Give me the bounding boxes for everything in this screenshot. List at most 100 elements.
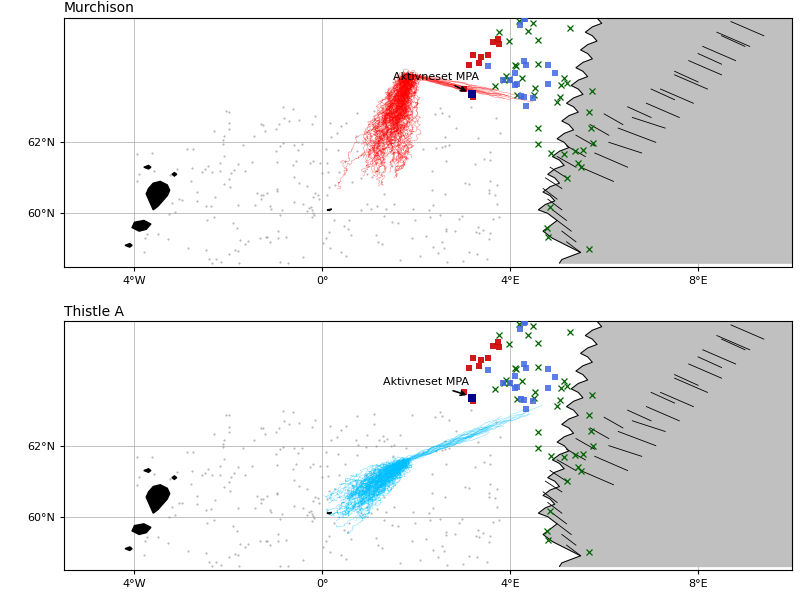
Point — [290, 459, 303, 469]
Point — [274, 141, 286, 151]
Point — [493, 212, 506, 222]
Point — [163, 170, 176, 180]
Point — [270, 490, 283, 499]
Point — [478, 457, 490, 467]
Point — [228, 165, 241, 175]
Point — [323, 227, 336, 237]
Point — [330, 128, 343, 138]
Point — [239, 470, 252, 479]
Point — [406, 233, 418, 243]
Point — [443, 140, 456, 149]
Point — [239, 166, 252, 176]
Point — [483, 488, 496, 498]
Point — [196, 167, 209, 177]
Point — [366, 172, 379, 182]
Point — [302, 507, 315, 517]
Point — [354, 476, 367, 486]
Point — [385, 138, 398, 148]
Point — [271, 529, 284, 539]
Point — [388, 502, 401, 512]
Point — [489, 190, 502, 199]
Point — [371, 237, 384, 247]
Point — [409, 215, 422, 225]
Point — [224, 472, 237, 481]
Point — [483, 188, 496, 198]
Point — [360, 127, 373, 136]
Point — [309, 492, 322, 502]
Point — [477, 529, 490, 538]
Point — [247, 131, 260, 141]
Point — [429, 109, 442, 119]
Point — [312, 493, 325, 503]
Point — [218, 454, 230, 464]
Point — [231, 550, 244, 559]
Point — [230, 223, 243, 233]
Point — [282, 419, 295, 429]
Point — [303, 158, 316, 168]
Point — [439, 460, 452, 469]
Point — [425, 469, 438, 479]
Point — [342, 527, 354, 537]
Point — [260, 536, 273, 545]
Point — [306, 193, 319, 202]
Point — [263, 202, 276, 211]
Point — [236, 443, 249, 453]
Point — [490, 502, 503, 512]
Point — [254, 498, 267, 508]
Point — [207, 430, 220, 439]
Point — [334, 247, 347, 256]
Point — [275, 205, 288, 215]
Point — [163, 474, 176, 484]
Point — [147, 469, 160, 479]
Point — [438, 436, 451, 445]
Point — [231, 200, 244, 210]
Point — [214, 461, 226, 471]
Point — [222, 552, 235, 562]
Point — [214, 470, 226, 479]
Point — [273, 119, 286, 129]
Point — [417, 144, 430, 154]
Point — [450, 124, 463, 133]
Point — [312, 194, 325, 204]
Polygon shape — [125, 244, 132, 247]
Point — [312, 498, 325, 508]
Point — [469, 159, 482, 169]
Point — [187, 448, 200, 457]
Point — [319, 448, 332, 457]
Point — [199, 245, 212, 254]
Point — [322, 486, 335, 496]
Point — [152, 229, 165, 239]
Point — [321, 158, 334, 167]
Point — [182, 546, 194, 556]
Point — [306, 206, 318, 215]
Point — [274, 211, 286, 220]
Point — [238, 239, 251, 248]
Point — [199, 202, 212, 211]
Point — [469, 227, 482, 237]
Point — [147, 166, 160, 175]
Point — [414, 555, 426, 565]
Point — [462, 248, 475, 257]
Point — [270, 146, 282, 155]
Point — [334, 122, 347, 131]
Point — [271, 226, 284, 235]
Point — [180, 447, 193, 457]
Point — [314, 461, 326, 471]
Point — [439, 227, 452, 236]
Point — [436, 108, 449, 118]
Point — [264, 204, 277, 214]
Point — [223, 174, 236, 184]
Point — [394, 430, 406, 439]
Point — [442, 112, 455, 121]
Point — [210, 557, 222, 567]
Point — [456, 515, 469, 524]
Point — [426, 185, 438, 194]
Point — [301, 181, 314, 191]
Point — [399, 140, 412, 149]
Point — [386, 451, 399, 461]
Point — [377, 128, 390, 137]
Point — [305, 203, 318, 212]
Point — [470, 552, 483, 562]
Point — [228, 549, 241, 559]
Point — [228, 245, 241, 255]
